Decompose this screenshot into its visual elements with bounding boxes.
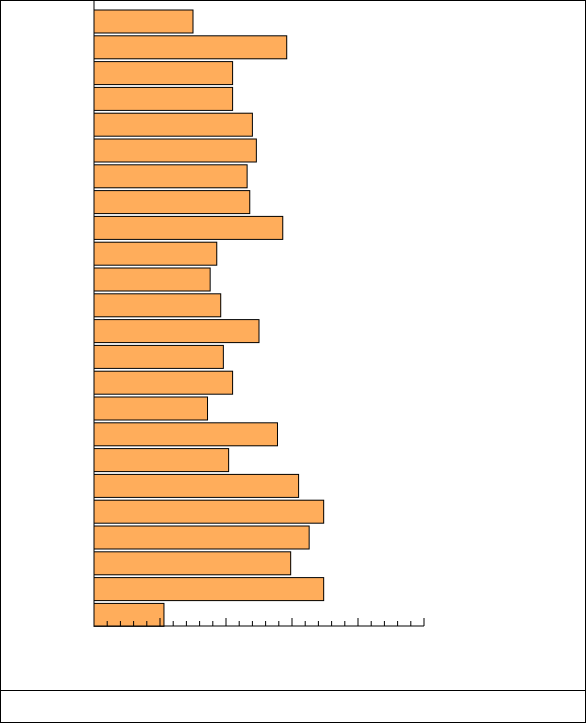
bar xyxy=(93,473,300,498)
bar xyxy=(93,215,284,240)
bar xyxy=(93,86,234,111)
bar xyxy=(93,422,278,447)
bar xyxy=(93,319,260,344)
bar xyxy=(93,61,234,86)
bar xyxy=(93,293,222,318)
bar xyxy=(93,525,310,550)
bar xyxy=(93,9,194,34)
bar xyxy=(93,396,209,421)
bar xyxy=(93,138,257,163)
bar xyxy=(93,112,253,137)
bar xyxy=(93,35,288,60)
bar xyxy=(93,241,218,266)
bar xyxy=(93,370,234,395)
bar xyxy=(93,577,325,602)
bar xyxy=(93,190,251,215)
bar xyxy=(93,602,165,627)
bar xyxy=(93,448,230,473)
bar xyxy=(93,551,292,576)
bar xyxy=(93,267,211,292)
bar xyxy=(93,164,248,189)
bar xyxy=(93,344,224,369)
bar xyxy=(93,499,325,524)
